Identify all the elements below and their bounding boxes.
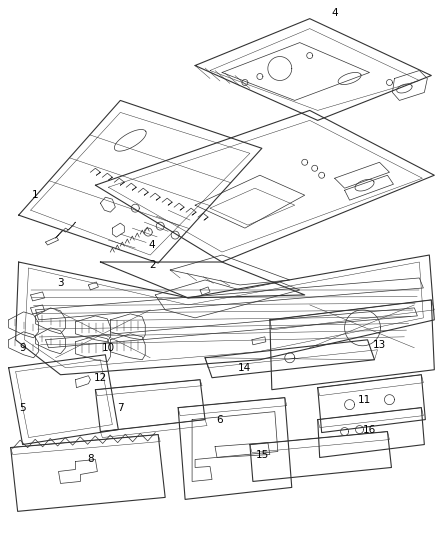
Text: 8: 8 (87, 455, 94, 464)
Text: 12: 12 (94, 373, 107, 383)
Text: 13: 13 (373, 340, 386, 350)
Text: 15: 15 (256, 449, 269, 459)
Text: 10: 10 (102, 343, 115, 353)
Text: 2: 2 (149, 260, 155, 270)
Text: 4: 4 (149, 240, 155, 250)
Text: 11: 11 (358, 394, 371, 405)
Text: 5: 5 (19, 402, 26, 413)
Text: 1: 1 (32, 190, 39, 200)
Text: 3: 3 (57, 278, 64, 288)
Text: 16: 16 (363, 425, 376, 434)
Text: 4: 4 (331, 7, 338, 18)
Text: 9: 9 (19, 343, 26, 353)
Text: 14: 14 (238, 363, 251, 373)
Text: 6: 6 (217, 415, 223, 425)
Text: 7: 7 (117, 402, 124, 413)
